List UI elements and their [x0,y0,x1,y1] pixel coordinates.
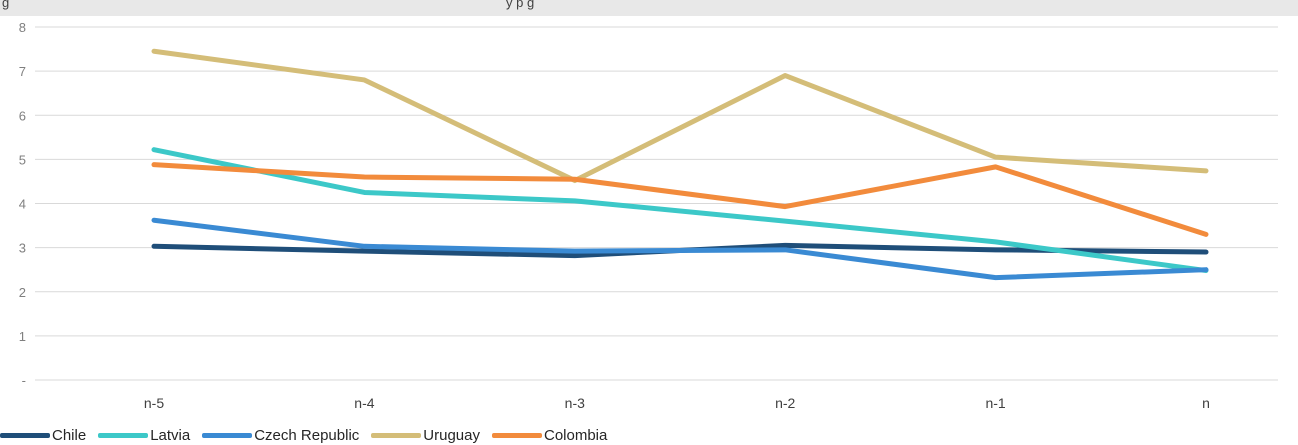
legend-item-latvia: Latvia [98,427,190,444]
y-tick-label: 5 [19,152,26,167]
series-line-colombia [151,162,1209,237]
legend-item-czech-republic: Czech Republic [202,427,359,444]
legend-label: Colombia [543,427,608,444]
title-fragment-center: y p g [506,0,535,10]
legend-label: Uruguay [423,427,480,444]
legend-swatch [98,433,149,438]
x-tick-label: n-1 [985,395,1005,411]
chart-title-strip: g y p g [0,0,1298,16]
series-line-latvia [151,147,1209,274]
title-fragment-left: g [2,0,10,10]
legend-swatch [202,433,253,438]
series-line-uruguay [151,48,1209,184]
legend-item-chile: Chile [0,427,86,444]
y-tick-label: 1 [19,329,26,344]
y-tick-label: 8 [19,20,26,35]
series-line-czech-republic [151,217,1209,281]
y-tick-label: 7 [19,64,26,79]
x-tick-label: n-2 [775,395,795,411]
line-chart: - 1 2 3 4 5 6 7 8 n-5 n-4 n-3 n-2 n-1 n [19,20,1278,411]
legend-label: Chile [52,427,87,444]
legend-label: Latvia [150,427,191,444]
legend-item-uruguay: Uruguay [371,427,480,444]
legend-swatch [371,433,422,438]
y-tick-label: 6 [19,108,26,123]
y-tick-label: - [22,373,26,388]
legend-swatch [491,433,542,438]
legend-swatch [0,433,50,438]
legend-label: Czech Republic [254,427,360,444]
legend-item-colombia: Colombia [491,427,608,444]
x-tick-label: n-3 [565,395,585,411]
x-tick-label: n-5 [144,395,164,411]
y-tick-label: 4 [19,197,26,212]
y-tick-label: 2 [19,285,26,300]
chart-legend: Chile Latvia Czech Republic Uruguay Colombia [0,426,619,445]
y-tick-label: 3 [19,241,26,256]
x-tick-label: n [1202,395,1210,411]
x-tick-label: n-4 [354,395,374,411]
